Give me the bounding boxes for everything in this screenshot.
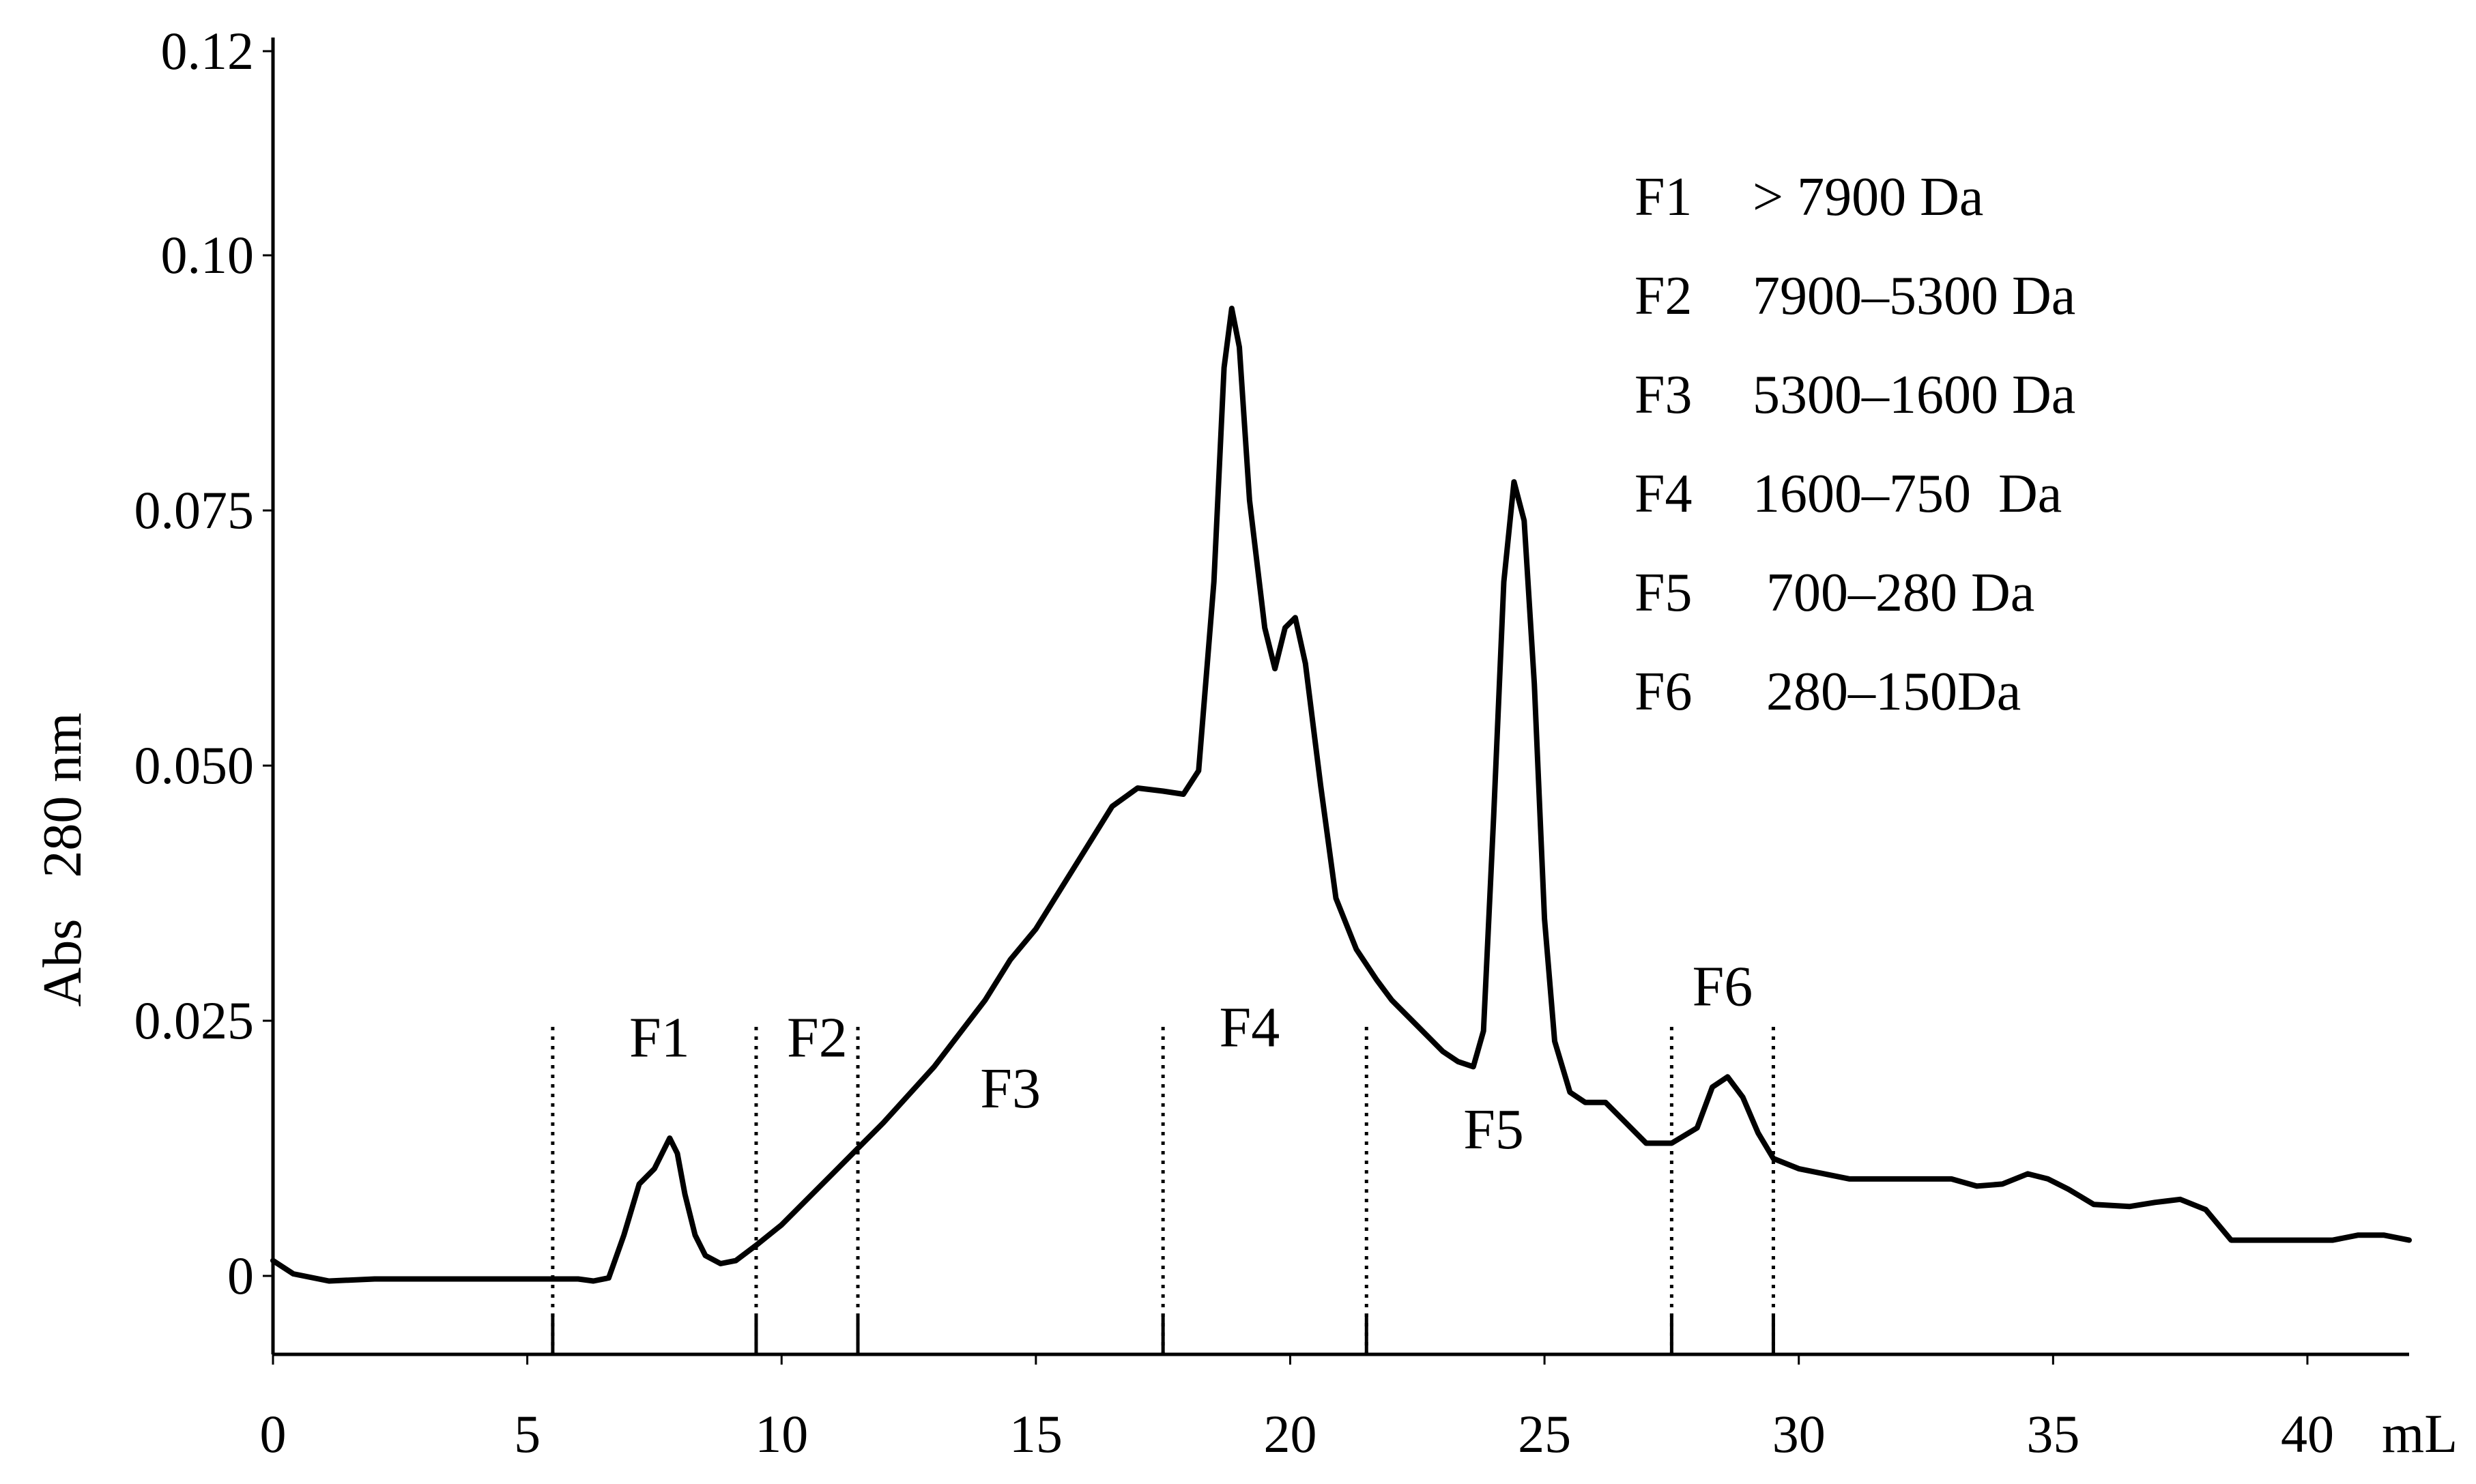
x-tick-label: 25 <box>1518 1404 1571 1464</box>
fraction-dividers <box>551 1027 1775 1354</box>
legend-range: 700–280 Da <box>1753 563 2034 623</box>
y-ticks: 0 0.025 0.050 0.075 0.10 0.12 <box>134 21 273 1305</box>
y-tick-label: 0.050 <box>134 736 255 795</box>
x-ticks: 0 5 10 15 20 25 30 35 40 <box>260 1354 2334 1464</box>
x-tick-label: 35 <box>2026 1404 2079 1464</box>
absorbance-line <box>270 306 2412 1284</box>
x-tick-label: 15 <box>1009 1404 1063 1464</box>
fraction-label: F1 <box>629 1006 690 1069</box>
legend-range: 7900–5300 Da <box>1753 266 2075 326</box>
legend-range: > 7900 Da <box>1753 167 1983 227</box>
x-tick-label: 20 <box>1263 1404 1316 1464</box>
legend-fraction: F2 <box>1635 266 1693 326</box>
fraction-label: F3 <box>980 1057 1041 1120</box>
y-tick-label: 0.075 <box>134 480 255 540</box>
legend-fraction: F3 <box>1635 365 1693 425</box>
x-tick-label: 30 <box>1772 1404 1826 1464</box>
fraction-label: F5 <box>1463 1098 1524 1161</box>
fraction-label: F2 <box>787 1006 848 1069</box>
fraction-labels: F1 F2 F3 F4 F5 F6 <box>629 955 1753 1161</box>
legend-fraction: F6 <box>1635 662 1693 722</box>
legend-fraction: F1 <box>1635 167 1693 227</box>
x-tick-label: 40 <box>2281 1404 2334 1464</box>
legend: F1 > 7900 Da F2 7900–5300 Da F3 5300–1600 Da F… <box>1635 167 2075 722</box>
fraction-label: F6 <box>1693 955 1753 1019</box>
x-tick-label: 5 <box>514 1404 541 1464</box>
y-tick-label: 0.10 <box>161 225 255 285</box>
y-tick-label: 0.025 <box>134 991 255 1050</box>
x-tick-label: 10 <box>755 1404 808 1464</box>
series-group <box>270 306 2412 1284</box>
x-axis-label: mL <box>2382 1404 2458 1464</box>
y-tick-label: 0.12 <box>161 21 255 81</box>
y-tick-label: 0 <box>227 1246 254 1305</box>
legend-fraction: F5 <box>1635 563 1693 623</box>
legend-range: 280–150Da <box>1753 662 2021 722</box>
legend-fraction: F4 <box>1635 464 1693 524</box>
x-tick-label: 0 <box>260 1404 287 1464</box>
fraction-label: F4 <box>1219 995 1280 1059</box>
y-axis-label: Abs 280 nm <box>33 712 93 1006</box>
legend-range: 1600–750 Da <box>1753 464 2062 524</box>
axes <box>271 38 2409 1356</box>
legend-range: 5300–1600 Da <box>1753 365 2075 425</box>
